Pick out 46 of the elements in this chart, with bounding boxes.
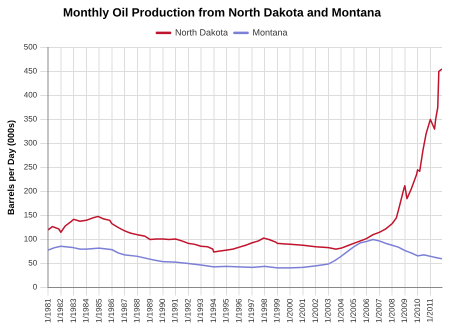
x-tick-label: 1/2008	[387, 298, 396, 323]
y-tick-label: 250	[24, 162, 38, 172]
y-axis-title: Barrels per Day (000s)	[6, 120, 16, 215]
x-tick-label: 1/1986	[107, 298, 116, 323]
x-tick-label: 1/2003	[324, 298, 333, 323]
x-tick-label: 1/2007	[374, 298, 384, 323]
x-tick-label: 1/2005	[349, 298, 358, 323]
y-tick-label: 200	[24, 186, 38, 196]
x-tick-label: 1/1982	[56, 298, 66, 323]
x-tick-label: 1/1998	[260, 298, 269, 323]
chart-title: Monthly Oil Production from North Dakota and Montana	[63, 6, 382, 20]
y-tick-label: 0	[32, 282, 38, 292]
x-tick-label: 1/2006	[362, 298, 371, 323]
x-tick-label: 1/1994	[208, 298, 218, 323]
x-tick-label: 1/1999	[272, 298, 282, 323]
x-tick-label: 1/1995	[222, 298, 231, 323]
x-tick-label: 1/2009	[400, 298, 410, 323]
y-tick-label: 500	[24, 42, 38, 52]
x-tick-label: 1/1983	[68, 298, 78, 323]
x-tick-label: 1/1981	[43, 298, 52, 323]
x-tick-label: 1/1990	[158, 298, 168, 323]
y-tick-label: 350	[24, 114, 38, 124]
x-tick-label: 1/1996	[234, 298, 244, 323]
y-tick-label: 150	[24, 210, 38, 220]
x-tick-label: 1/1993	[196, 298, 206, 323]
x-tick-label: 1/1997	[247, 298, 256, 323]
x-tick-label: 1/2011	[426, 298, 435, 322]
y-tick-label: 50	[28, 258, 38, 268]
legend-label: North Dakota	[174, 27, 228, 38]
x-tick-label: 1/1992	[183, 298, 192, 323]
x-tick-label: 1/1985	[94, 298, 104, 323]
x-tick-label: 1/1987	[120, 298, 129, 323]
y-tick-label: 300	[24, 138, 38, 148]
x-tick-label: 1/2001	[298, 298, 308, 323]
x-tick-label: 1/1984	[82, 298, 91, 323]
y-tick-label: 400	[24, 90, 38, 100]
x-tick-label: 1/2010	[412, 298, 422, 323]
y-tick-label: 100	[24, 234, 38, 244]
y-tick-label: 450	[24, 66, 38, 76]
x-tick-label: 1/1991	[170, 298, 180, 323]
x-tick-label: 1/2002	[310, 298, 320, 323]
legend-label: Montana	[252, 27, 288, 38]
x-tick-label: 1/1989	[145, 298, 154, 323]
x-tick-label: 1/2004	[336, 298, 346, 323]
x-tick-label: 1/1988	[132, 298, 142, 323]
x-tick-label: 1/2000	[285, 298, 294, 323]
